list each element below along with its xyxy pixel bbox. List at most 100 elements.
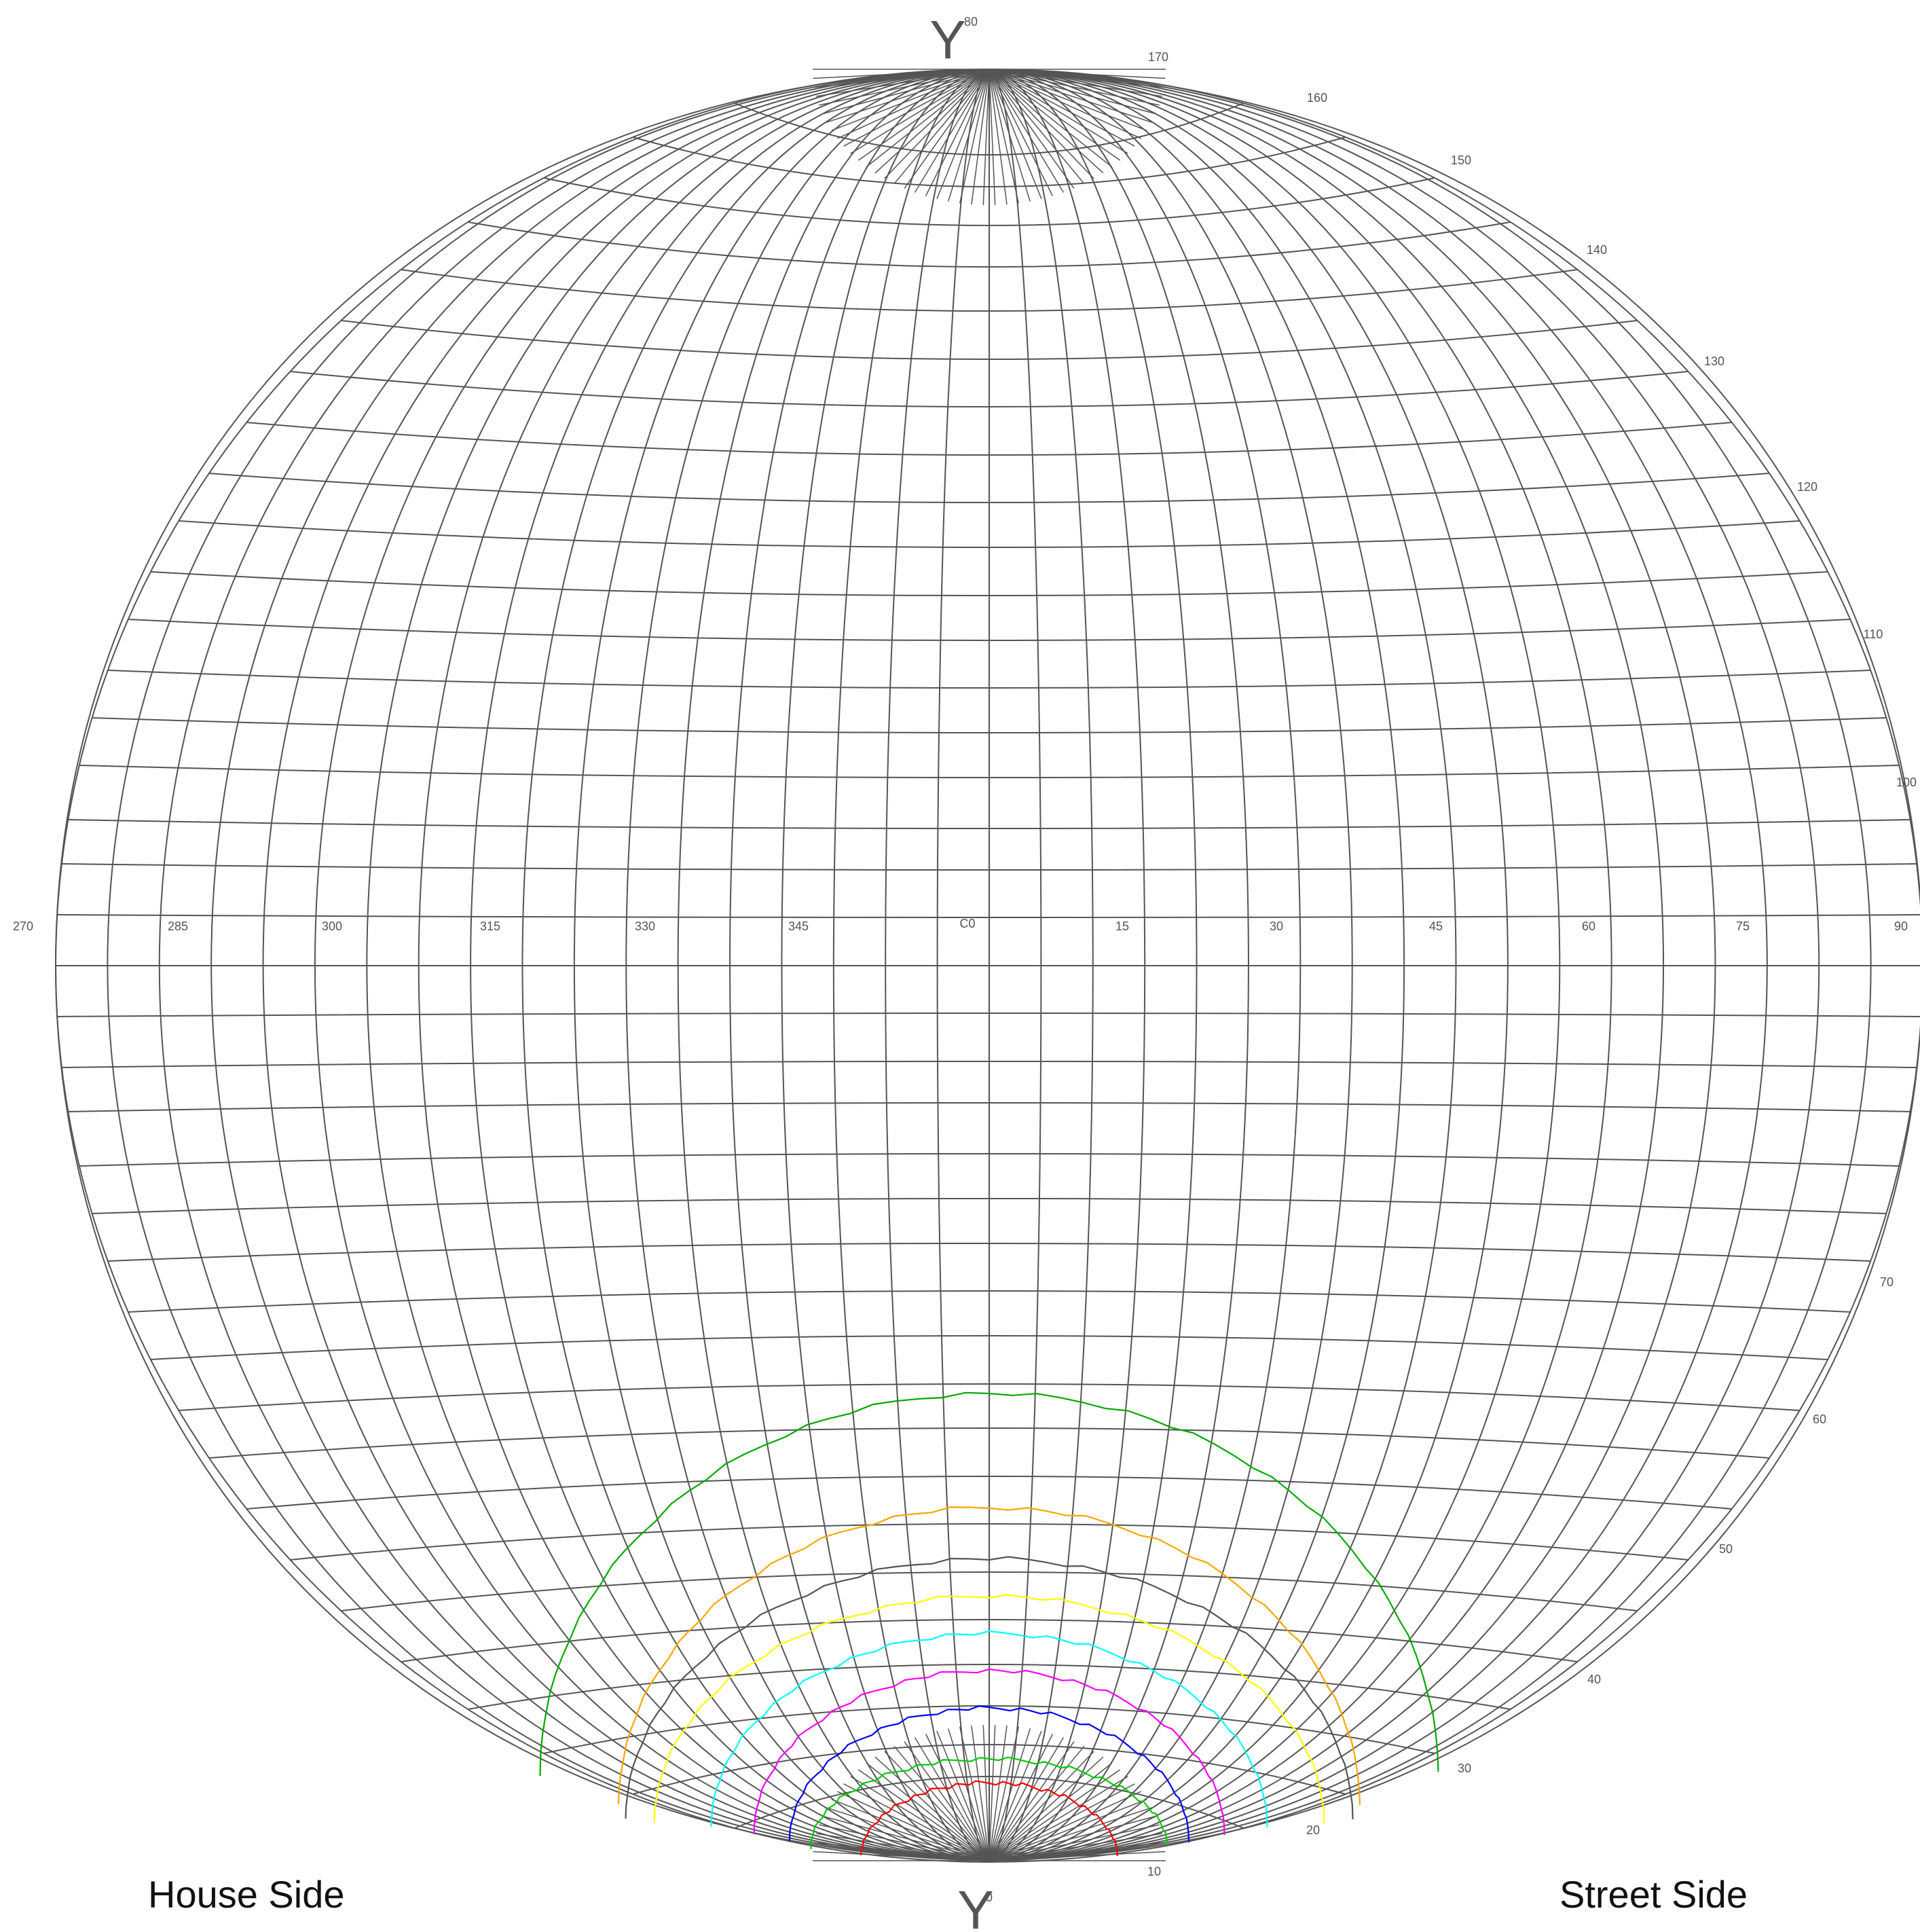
- top-pole-ray: [936, 69, 990, 200]
- parallel-line: [128, 619, 1851, 641]
- top-pole-ray: [989, 69, 1094, 179]
- parallel-line: [208, 1427, 1770, 1459]
- upper-rim-tick-label: 130: [1704, 354, 1724, 368]
- bottom-pole-ray: [989, 1799, 1147, 1861]
- bottom-pole-ray: [874, 1756, 990, 1861]
- parallel-line: [246, 1476, 1732, 1510]
- street-side-label: Street Side: [1559, 1873, 1748, 1916]
- top-pole-ray: [989, 69, 1031, 202]
- contour-curve: [753, 1668, 1225, 1836]
- contour-curve: [653, 1594, 1325, 1824]
- parallel-line: [92, 717, 1887, 733]
- equator-tick-label: 345: [788, 919, 809, 933]
- bottom-pole-ray: [925, 1734, 990, 1861]
- bottom-pole-ray: [989, 1833, 1162, 1861]
- parallel-line: [57, 1013, 1920, 1017]
- bottom-pole-ray: [850, 1776, 990, 1861]
- top-pole-ray: [826, 69, 990, 123]
- parallel-line: [401, 269, 1578, 312]
- bottom-pole-ray: [936, 1730, 990, 1861]
- parallel-line: [61, 863, 1917, 871]
- bottom-pole-ray: [989, 1762, 1113, 1861]
- parallel-line: [128, 1290, 1851, 1313]
- parallel-line: [543, 177, 1435, 226]
- parallel-line: [734, 1776, 1244, 1829]
- house-side-label: House Side: [148, 1873, 345, 1916]
- parallel-line: [290, 1523, 1688, 1561]
- contour-curve: [539, 1391, 1439, 1776]
- top-pole-ray: [866, 69, 990, 168]
- top-pole-ray: [989, 69, 1152, 123]
- parallel-line: [79, 765, 1900, 778]
- bottom-pole-ray: [822, 1815, 990, 1861]
- lower-rim-tick-label: 40: [1587, 1673, 1601, 1686]
- diagram-grid: [55, 69, 1920, 1863]
- bottom-pole-ray: [989, 1815, 1156, 1861]
- bottom-pole-ray: [989, 1807, 1152, 1861]
- equator-tick-label: 315: [480, 919, 500, 933]
- upper-rim-tick-label: 140: [1587, 243, 1607, 257]
- parallel-line: [632, 136, 1346, 187]
- parallel-line: [290, 371, 1688, 407]
- top-pole-ray: [989, 69, 1156, 115]
- bottom-y-axis-marker: Y: [957, 1880, 993, 1932]
- diagram-labels: 270 285 300 315 330 345 15 30 45 60 75 90C017016015…: [13, 10, 1917, 1932]
- upper-rim-tick-label: 110: [1864, 627, 1883, 641]
- top-pole-ray: [948, 69, 990, 202]
- top-pole-label: 80: [964, 15, 978, 29]
- parallel-line: [246, 422, 1732, 456]
- top-pole-ray: [816, 69, 990, 97]
- top-pole-ray: [893, 69, 990, 185]
- lower-rim-tick-label: 30: [1458, 1762, 1471, 1775]
- top-pole-ray: [989, 69, 1085, 185]
- bottom-pole-ray: [989, 1769, 1121, 1861]
- bottom-pole-ray: [971, 1725, 990, 1861]
- bottom-pole-ray: [989, 1756, 1104, 1861]
- top-pole-ray: [819, 69, 990, 106]
- upper-rim-tick-label: 150: [1451, 153, 1471, 167]
- parallel-line: [467, 221, 1511, 268]
- top-pole-ray: [971, 69, 990, 205]
- equator-tick-label: 30: [1270, 919, 1283, 933]
- bottom-pole-ray: [989, 1725, 996, 1861]
- bottom-pole-ray: [914, 1737, 990, 1861]
- parallel-line: [107, 1243, 1871, 1262]
- top-pole-ray: [874, 69, 990, 174]
- bottom-pole-ray: [816, 1833, 990, 1861]
- top-pole-ray: [989, 69, 1142, 139]
- bottom-pole-ray: [857, 1769, 990, 1861]
- top-pole-ray: [989, 69, 1075, 189]
- contour-curve: [810, 1756, 1168, 1850]
- top-pole-ray: [814, 69, 990, 88]
- contour-curve: [625, 1556, 1354, 1820]
- parallel-line: [107, 670, 1871, 689]
- top-pole-ray: [850, 69, 990, 154]
- bottom-pole-ray: [989, 1737, 1065, 1861]
- bottom-pole-ray: [989, 1824, 1160, 1861]
- lower-rim-tick-label: 60: [1813, 1412, 1826, 1426]
- bottom-pole-ray: [948, 1728, 990, 1861]
- top-pole-ray: [959, 69, 990, 204]
- top-pole-ray: [989, 69, 1162, 97]
- bottom-pole-ray: [989, 1741, 1075, 1861]
- top-pole-ray: [989, 69, 1160, 106]
- bottom-pole-ray: [814, 1842, 990, 1861]
- equator-tick-label: 75: [1736, 919, 1750, 933]
- meridian-line: [989, 69, 1920, 1861]
- parallel-line: [467, 1664, 1511, 1710]
- top-pole-ray: [914, 69, 990, 193]
- equator-tick-label: 270: [13, 919, 33, 933]
- center-label: C0: [959, 917, 975, 930]
- top-pole-ray: [836, 69, 990, 139]
- bottom-pole-ray: [866, 1762, 990, 1861]
- equator-tick-label: 330: [635, 919, 655, 933]
- bottom-pole-ray: [989, 1745, 1085, 1861]
- bottom-pole-ray: [989, 1725, 1008, 1861]
- top-pole-ray: [989, 69, 1147, 131]
- top-pole-ray: [989, 69, 1042, 200]
- top-pole-ray: [989, 69, 1164, 88]
- parallel-line: [632, 1744, 1346, 1795]
- bottom-pole-ray: [989, 1851, 1166, 1861]
- parallel-line: [179, 520, 1800, 548]
